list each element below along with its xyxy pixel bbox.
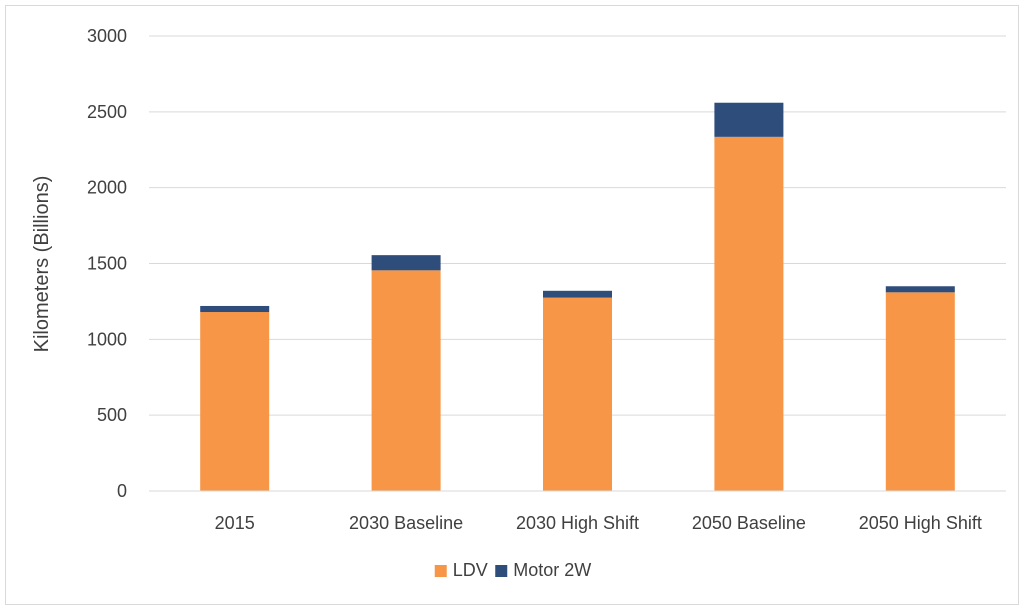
y-tick-label: 3000 (87, 26, 127, 46)
legend-swatch-motor-2w (495, 565, 508, 577)
bar-motor-2w-4 (885, 286, 955, 293)
chart-frame (5, 5, 1019, 605)
x-tick-label: 2015 (215, 513, 255, 533)
x-tick-label: 2050 High Shift (859, 513, 982, 533)
bar-ldv-3 (714, 136, 784, 491)
y-tick-label: 1000 (87, 329, 127, 349)
x-tick-label: 2050 Baseline (692, 513, 806, 533)
y-tick-label: 0 (117, 481, 127, 501)
bar-ldv-0 (200, 312, 270, 491)
bar-ldv-4 (885, 292, 955, 491)
bar-ldv-1 (371, 270, 441, 491)
legend-swatch-ldv (434, 565, 447, 577)
x-tick-label: 2030 High Shift (516, 513, 639, 533)
bar-motor-2w-2 (543, 290, 612, 298)
y-tick-label: 1500 (87, 254, 127, 274)
legend-label: LDV (453, 560, 488, 580)
y-tick-label: 500 (97, 405, 127, 425)
bar-motor-2w-3 (714, 102, 784, 137)
legend: LDV Motor 2W (434, 560, 591, 580)
bars (200, 102, 955, 491)
gridlines (149, 35, 1006, 416)
y-tick-label: 2000 (87, 178, 127, 198)
bar-motor-2w-0 (200, 305, 270, 313)
y-axis-ticks: 0 500 1000 1500 2000 2500 3000 (87, 26, 127, 501)
y-tick-label: 2500 (87, 102, 127, 122)
bar-ldv-2 (543, 297, 612, 491)
legend-label: Motor 2W (513, 560, 591, 580)
x-axis-labels: 2015 2030 Baseline 2030 High Shift 2050 Bas… (215, 513, 982, 533)
bar-motor-2w-1 (371, 255, 441, 271)
x-tick-label: 2030 Baseline (349, 513, 463, 533)
y-axis-title: Kilometers (Billions) (31, 176, 53, 353)
